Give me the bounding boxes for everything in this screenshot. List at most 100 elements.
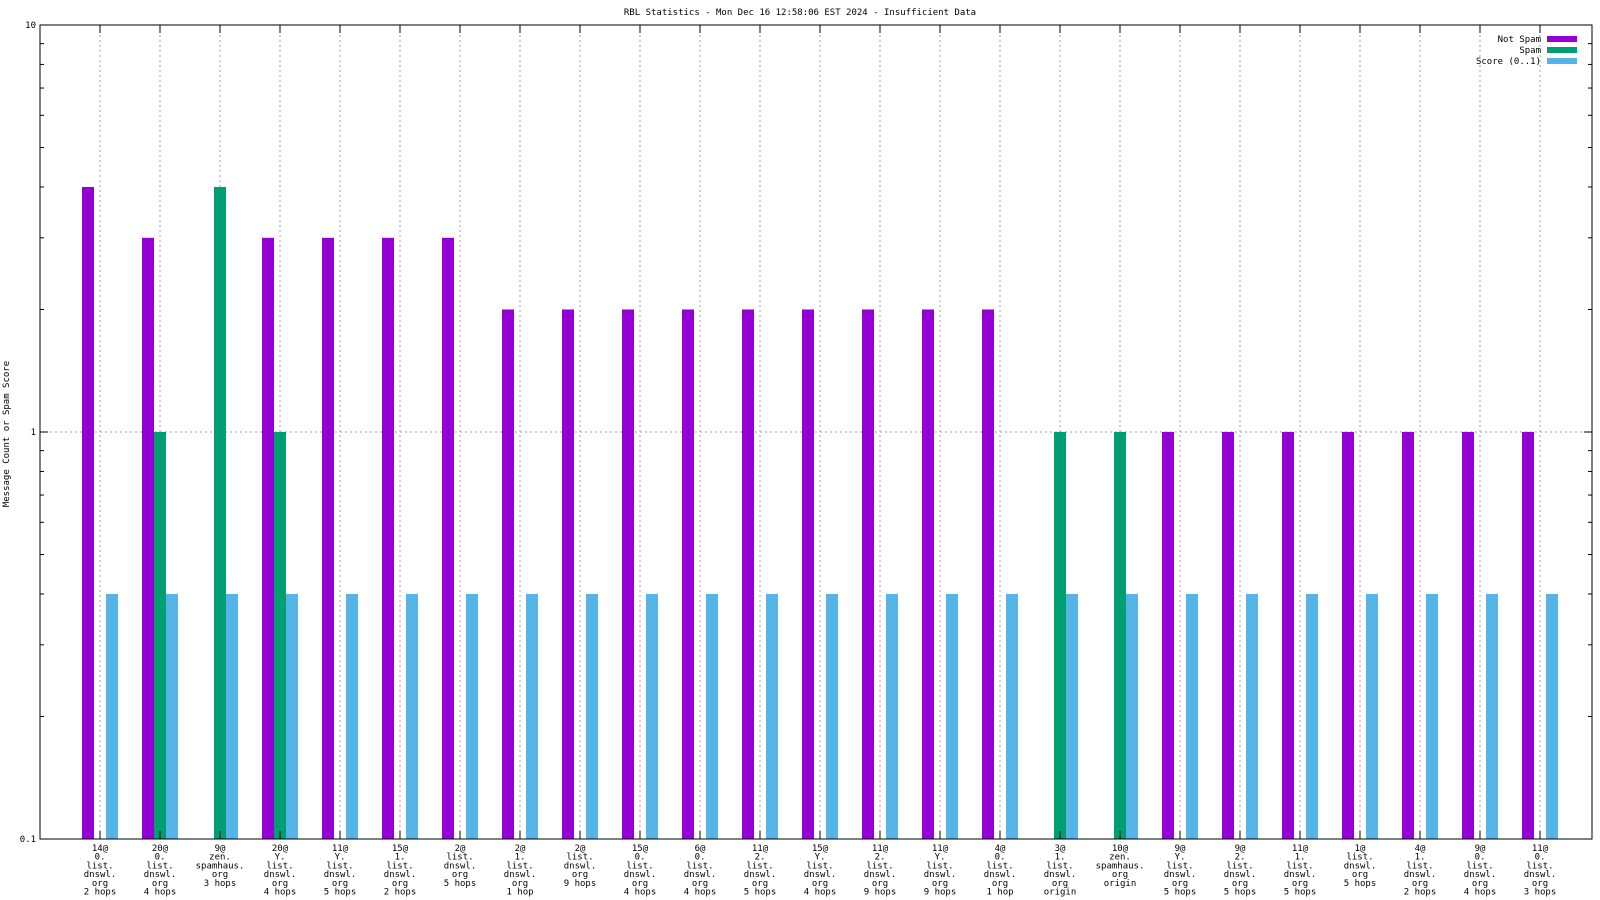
x-tick-label-line: org bbox=[392, 879, 408, 889]
x-tick-label-line: dnswl. bbox=[1164, 870, 1197, 880]
x-tick-label-line: 11@ bbox=[1292, 844, 1309, 854]
x-tick-label-line: org bbox=[452, 870, 468, 880]
bar-score-0-1 bbox=[1006, 593, 1018, 839]
bar-score-0-1 bbox=[706, 593, 718, 839]
x-tick-label-line: 2 hops bbox=[1404, 888, 1437, 898]
bar-score-0-1 bbox=[466, 593, 478, 839]
bar-score-0-1 bbox=[1366, 593, 1378, 839]
x-tick-label: 10@ zen. spamhaus. org origin bbox=[1096, 844, 1145, 889]
x-tick-label-line: 11@ bbox=[332, 844, 349, 854]
x-tick-label-line: 5 hops bbox=[744, 888, 777, 898]
x-tick-label: 15@ 0. list. dnswl. org 4 hops bbox=[624, 844, 657, 898]
x-tick-label-line: dnswl. bbox=[804, 870, 837, 880]
x-tick-label-line: list. bbox=[1226, 861, 1253, 871]
x-tick-label-line: 2@ bbox=[515, 844, 526, 854]
x-tick-label-line: org bbox=[1352, 870, 1368, 880]
bar-score-0-1 bbox=[1306, 593, 1318, 839]
x-tick-label: 6@ 0. list. dnswl. org 4 hops bbox=[684, 844, 717, 898]
x-tick-label-line: list. bbox=[506, 861, 533, 871]
x-tick-label-line: 1. bbox=[1055, 853, 1066, 863]
x-tick-label-line: 5 hops bbox=[324, 888, 357, 898]
x-tick-label: 9@ zen. spamhaus. org 3 hops bbox=[196, 844, 245, 889]
x-tick-label-line: list. bbox=[926, 861, 953, 871]
x-tick-label-line: dnswl. bbox=[564, 861, 597, 871]
bar-score-0-1 bbox=[1486, 593, 1498, 839]
x-tick-label-line: org bbox=[152, 879, 168, 889]
x-tick-label-line: 5 hops bbox=[444, 879, 477, 889]
x-tick-label-line: 5 hops bbox=[1224, 888, 1257, 898]
x-tick-label-line: org bbox=[632, 879, 648, 889]
x-tick-label-line: 4 hops bbox=[1464, 888, 1497, 898]
x-tick-label-line: Y. bbox=[815, 853, 826, 863]
legend-label: Spam bbox=[1519, 46, 1541, 56]
x-tick-label-line: list. bbox=[686, 861, 713, 871]
bar-score-0-1 bbox=[946, 593, 958, 839]
x-tick-label: 2@ list. dnswl. org 5 hops bbox=[444, 844, 477, 889]
bar-not-spam bbox=[922, 309, 934, 839]
bar-spam bbox=[154, 432, 166, 839]
x-tick-label-line: org bbox=[1412, 879, 1428, 889]
bar-score-0-1 bbox=[1066, 593, 1078, 839]
x-tick-label-line: origin bbox=[1044, 888, 1077, 898]
x-tick-label-line: 15@ bbox=[392, 844, 409, 854]
x-tick-label-line: 11@ bbox=[1532, 844, 1549, 854]
x-tick-label-line: list. bbox=[446, 853, 473, 863]
x-tick-label-line: list. bbox=[1046, 861, 1073, 871]
x-tick-label-line: 0. bbox=[95, 853, 106, 863]
x-tick-label-line: 11@ bbox=[872, 844, 889, 854]
bar-not-spam bbox=[682, 309, 694, 839]
bar-not-spam bbox=[1402, 432, 1414, 839]
bar-score-0-1 bbox=[766, 593, 778, 839]
x-tick-label-line: dnswl. bbox=[1044, 870, 1077, 880]
bar-spam bbox=[1114, 432, 1126, 839]
x-tick-label-line: org bbox=[812, 879, 828, 889]
x-tick-label-line: 10@ bbox=[1112, 844, 1129, 854]
x-tick-label-line: 9@ bbox=[215, 844, 226, 854]
x-tick-label: 4@ 0. list. dnswl. org 1 hop bbox=[984, 844, 1017, 898]
x-tick-label-line: dnswl. bbox=[684, 870, 717, 880]
bar-not-spam bbox=[142, 237, 154, 839]
bar-score-0-1 bbox=[1246, 593, 1258, 839]
bar-score-0-1 bbox=[346, 593, 358, 839]
x-tick-label-line: dnswl. bbox=[924, 870, 957, 880]
x-tick-label-line: 3 hops bbox=[1524, 888, 1557, 898]
x-tick-label-line: list. bbox=[566, 853, 593, 863]
bar-score-0-1 bbox=[526, 593, 538, 839]
x-tick-label-line: 4 hops bbox=[684, 888, 717, 898]
x-tick-label: 3@ 1. list. dnswl. org origin bbox=[1044, 844, 1077, 898]
x-tick-label-line: Y. bbox=[275, 853, 286, 863]
x-tick-label: 4@ 1. list. dnswl. org 2 hops bbox=[1404, 844, 1437, 898]
x-tick-label-line: dnswl. bbox=[984, 870, 1017, 880]
x-tick-label-line: 2@ bbox=[455, 844, 466, 854]
x-tick-label-line: 2@ bbox=[575, 844, 586, 854]
x-tick-label-line: 6@ bbox=[695, 844, 706, 854]
x-tick-label-line: 4@ bbox=[1415, 844, 1426, 854]
x-tick-label-line: org bbox=[932, 879, 948, 889]
x-tick-label-line: org bbox=[212, 870, 228, 880]
x-tick-label-line: 4 hops bbox=[264, 888, 297, 898]
bar-score-0-1 bbox=[1546, 593, 1558, 839]
x-tick-label-line: 0. bbox=[1475, 853, 1486, 863]
x-tick-label-line: list. bbox=[746, 861, 773, 871]
legend-label: Not Spam bbox=[1498, 35, 1541, 45]
x-tick-label: 14@ 0. list. dnswl. org 2 hops bbox=[84, 844, 117, 898]
x-tick-label-line: 9@ bbox=[1475, 844, 1486, 854]
x-tick-label-line: zen. bbox=[209, 853, 231, 863]
x-tick-label-line: 15@ bbox=[632, 844, 649, 854]
bar-not-spam bbox=[442, 237, 454, 839]
x-tick-label: 11@ Y. list. dnswl. org 9 hops bbox=[924, 844, 957, 898]
bar-not-spam bbox=[1342, 432, 1354, 839]
x-tick-label-line: 1. bbox=[515, 853, 526, 863]
legend-label: Score (0..1) bbox=[1476, 57, 1541, 67]
bar-score-0-1 bbox=[286, 593, 298, 839]
x-tick-label-line: 5 hops bbox=[1344, 879, 1377, 889]
x-tick-label: 11@ Y. list. dnswl. org 5 hops bbox=[324, 844, 357, 898]
x-tick-label-line: 1. bbox=[1295, 853, 1306, 863]
x-tick-label-line: org bbox=[512, 879, 528, 889]
bar-not-spam bbox=[802, 309, 814, 839]
x-tick-label-line: Y. bbox=[935, 853, 946, 863]
x-tick-label-line: 9 hops bbox=[864, 888, 897, 898]
bar-score-0-1 bbox=[886, 593, 898, 839]
x-tick-label-line: dnswl. bbox=[1224, 870, 1257, 880]
x-tick-label-line: dnswl. bbox=[444, 861, 477, 871]
